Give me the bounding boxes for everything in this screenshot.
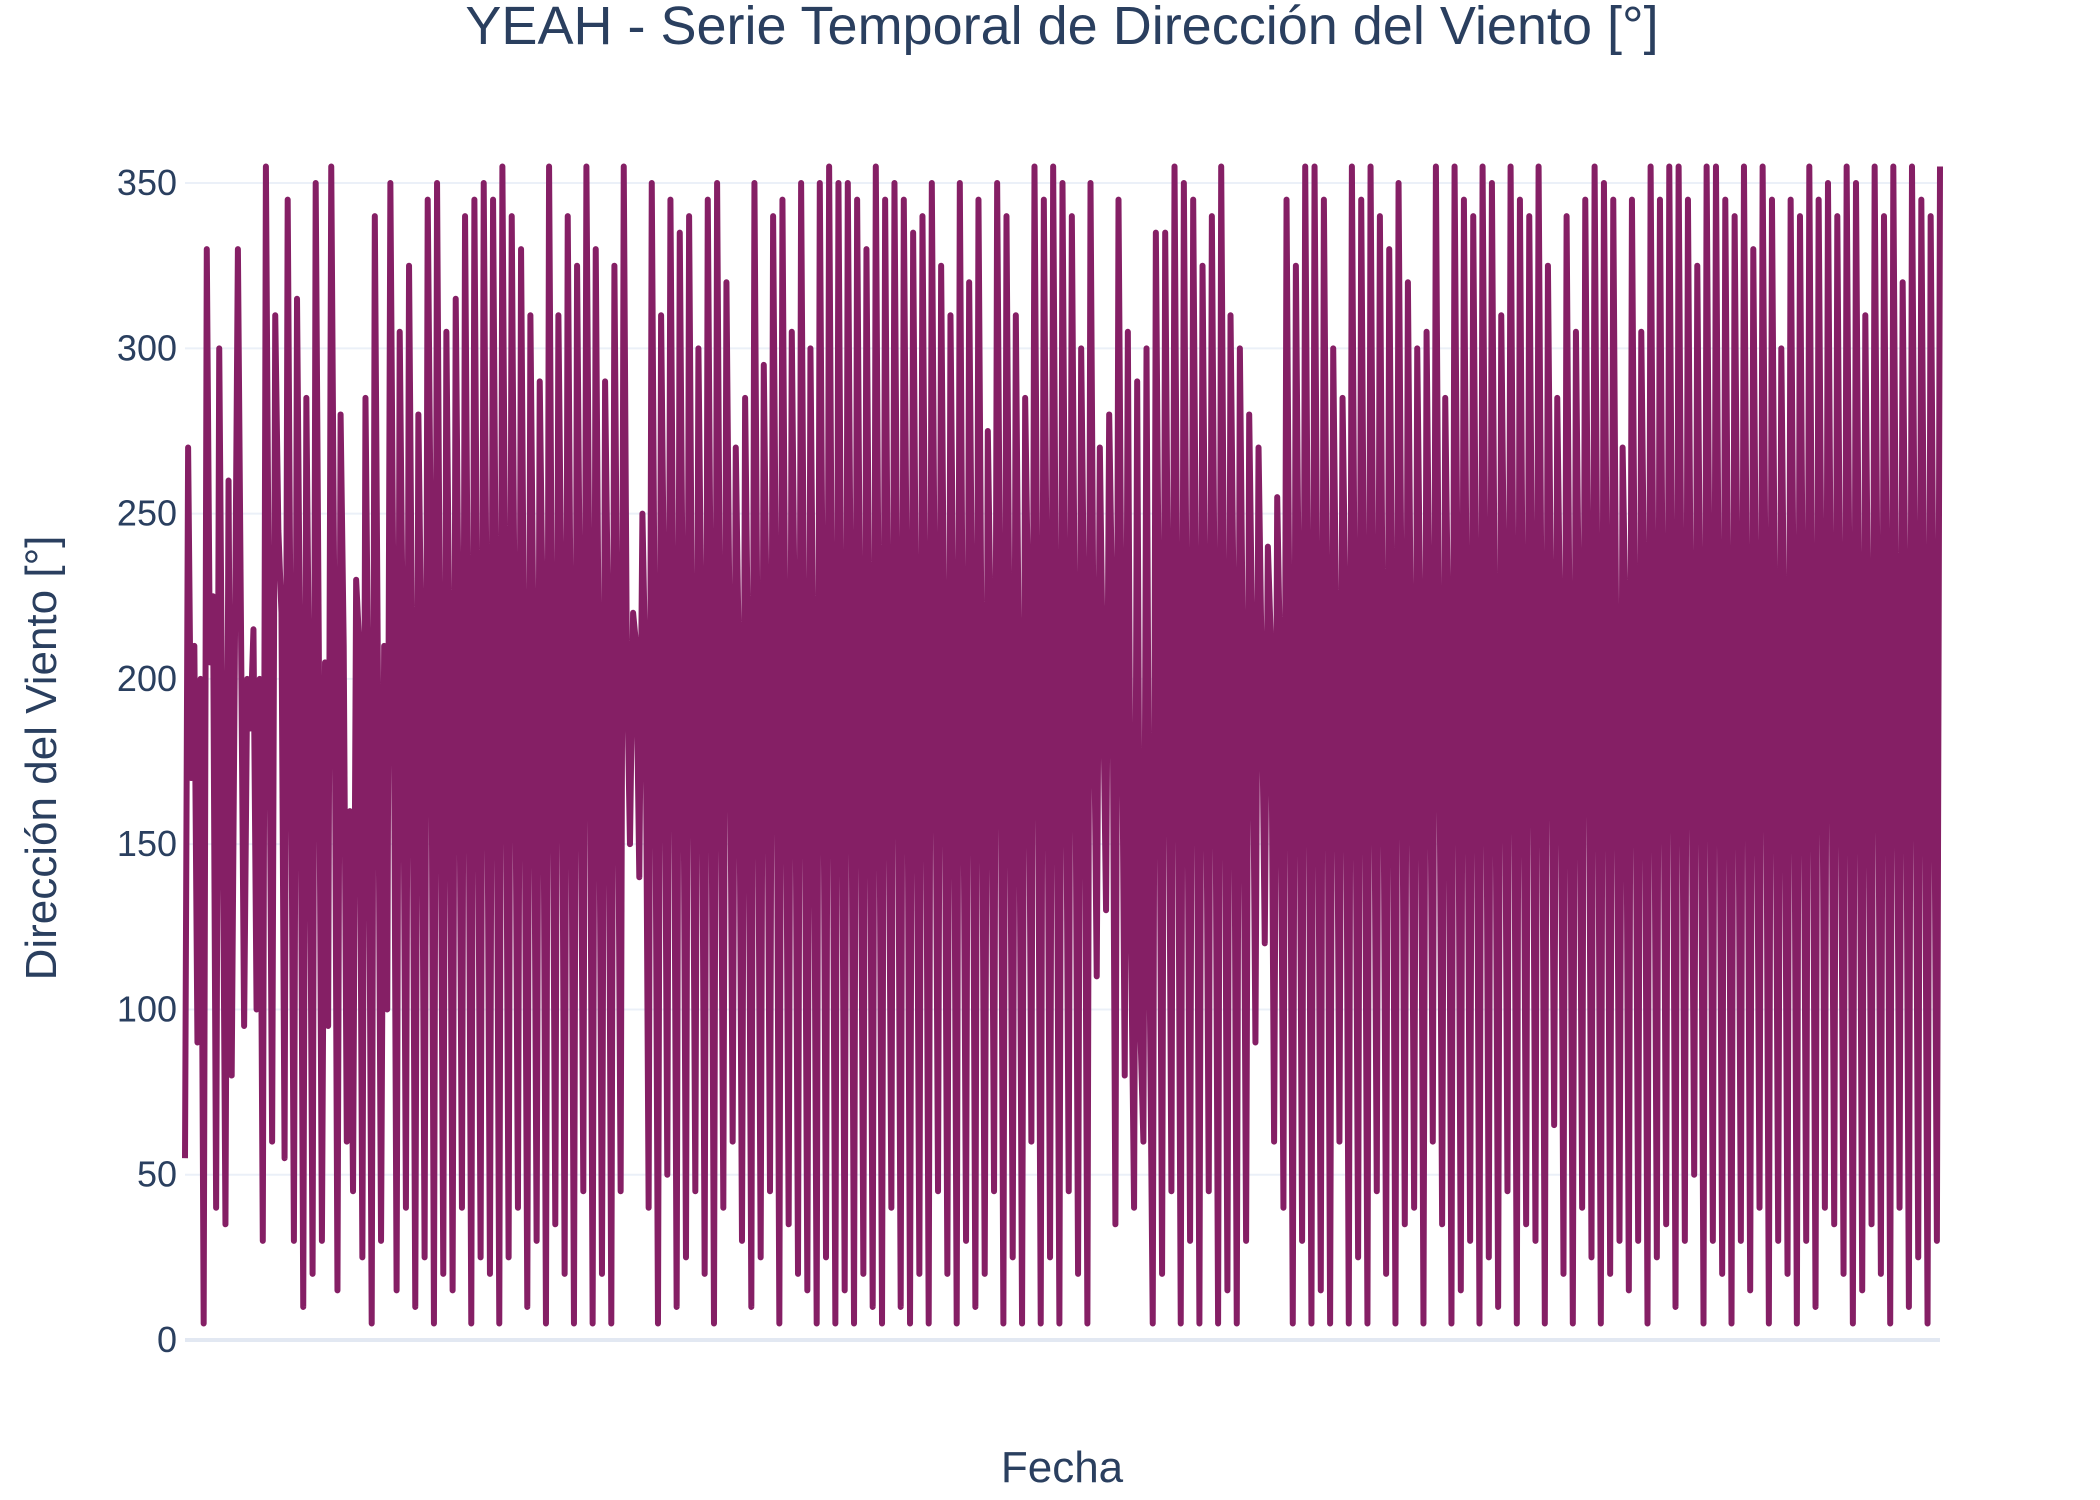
y-axis-title: Dirección del Viento [°]	[17, 536, 66, 981]
series-line-0	[182, 163, 1943, 1327]
y-tick-label: 350	[117, 162, 177, 203]
y-tick-label: 0	[157, 1319, 177, 1360]
y-axis-ticks: 0 50 100 150 200 250 300 350	[117, 162, 177, 1360]
y-tick-label: 50	[137, 1154, 177, 1195]
x-axis-title: Fecha	[1001, 1443, 1124, 1492]
y-tick-label: 200	[117, 658, 177, 699]
y-tick-label: 300	[117, 327, 177, 368]
chart-title: YEAH - Serie Temporal de Dirección del V…	[465, 0, 1658, 56]
y-tick-label: 100	[117, 988, 177, 1029]
y-tick-label: 250	[117, 493, 177, 534]
series-layer	[182, 163, 1943, 1327]
y-tick-label: 150	[117, 823, 177, 864]
